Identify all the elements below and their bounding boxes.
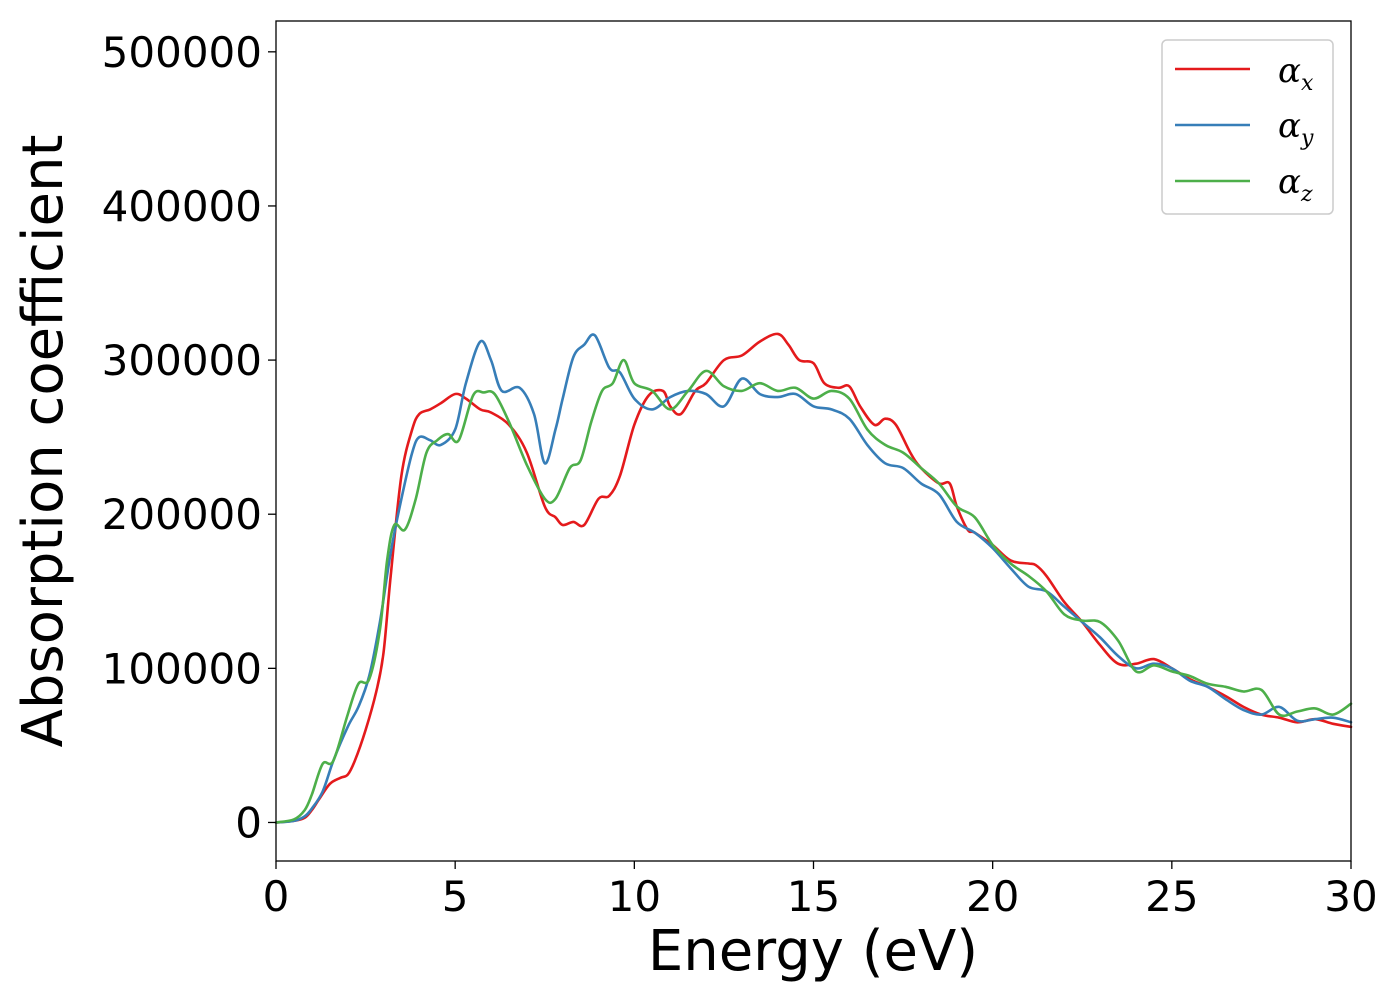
- x-tick-label: 20: [966, 872, 1019, 921]
- legend-label-alpha-z: αz: [1278, 162, 1313, 207]
- y-tick-label: 200000: [102, 490, 262, 539]
- x-tick-label: 10: [608, 872, 661, 921]
- y-tick-label: 300000: [102, 336, 262, 385]
- series-line-alpha-x: [274, 332, 1353, 824]
- y-axis-ticks: 0 100000 200000 300000 400000 500000: [102, 28, 276, 847]
- y-axis-label: Absorption coefficient: [11, 135, 76, 748]
- x-tick-label: 0: [263, 872, 290, 921]
- x-axis-label: Energy (eV): [648, 919, 978, 984]
- y-tick-label: 400000: [102, 182, 262, 231]
- series-line-alpha-y: [274, 333, 1353, 824]
- y-tick-label: 0: [235, 798, 262, 847]
- x-tick-label: 5: [442, 872, 469, 921]
- legend-frame: [1161, 39, 1334, 215]
- legend: αx αy αz: [1161, 39, 1334, 215]
- x-tick-label: 30: [1324, 872, 1377, 921]
- x-tick-label: 15: [787, 872, 840, 921]
- y-tick-label: 100000: [102, 644, 262, 693]
- y-tick-label: 500000: [102, 28, 262, 77]
- series-line-alpha-z: [274, 358, 1353, 824]
- legend-label-alpha-y: αy: [1278, 106, 1314, 151]
- legend-label-alpha-x: αx: [1278, 51, 1314, 96]
- x-axis-ticks: 0 5 10 15 20 25 30: [263, 861, 1378, 921]
- x-tick-label: 25: [1145, 872, 1198, 921]
- series-layer: [274, 332, 1353, 824]
